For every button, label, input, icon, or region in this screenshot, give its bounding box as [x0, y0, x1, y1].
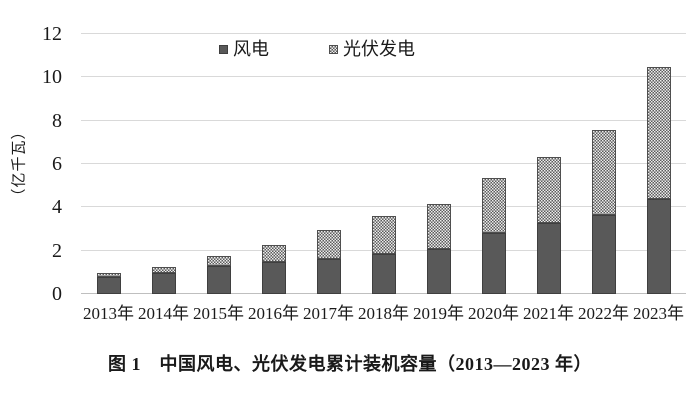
legend-item-wind: 风电 [219, 39, 269, 59]
legend: 风电 光伏发电 [219, 39, 415, 59]
bar-segment-pv [151, 267, 176, 274]
bar-segment-pv [426, 204, 451, 249]
x-tick-label: 2022年 [578, 304, 629, 323]
x-tick-label: 2015年 [193, 304, 244, 323]
x-tick-label: 2013年 [83, 304, 134, 323]
pv-swatch-icon [329, 44, 338, 54]
x-tick-label: 2014年 [138, 304, 189, 323]
y-tick-label: 4 [52, 196, 62, 219]
legend-item-pv: 光伏发电 [329, 39, 415, 59]
y-tick-label: 2 [52, 239, 62, 262]
bar-segment-wind [646, 198, 671, 294]
wind-swatch-icon [219, 44, 228, 54]
bar-segment-wind [206, 265, 231, 294]
plot-area: 风电 光伏发电 [81, 33, 686, 294]
y-tick-label: 10 [42, 66, 62, 89]
x-tick-label: 2019年 [413, 304, 464, 323]
x-tick-label: 2021年 [523, 304, 574, 323]
gridline [81, 163, 686, 164]
bar-segment-pv [261, 245, 286, 262]
gridline [81, 33, 686, 34]
gridline [81, 206, 686, 208]
bar-segment-pv [591, 129, 616, 215]
x-tick-label: 2020年 [468, 304, 519, 323]
bar-segment-pv [371, 216, 396, 255]
pv-legend-label: 光伏发电 [343, 39, 415, 59]
y-tick-label: 0 [52, 283, 62, 305]
x-tick-label: 2016年 [248, 304, 299, 323]
gridline [81, 76, 686, 78]
bar-segment-wind [371, 254, 396, 294]
x-tick-label: 2018年 [358, 304, 409, 323]
bar-segment-pv [481, 178, 506, 233]
bar-segment-pv [206, 256, 231, 266]
bar-segment-pv [96, 273, 121, 278]
bar-segment-pv [536, 156, 561, 223]
y-tick-label: 6 [52, 153, 62, 175]
x-tick-label: 2017年 [303, 304, 354, 323]
bar-segment-wind [316, 258, 341, 294]
gridline [81, 119, 686, 121]
bar-segment-wind [151, 273, 176, 294]
bar-segment-wind [591, 214, 616, 294]
bar-segment-wind [96, 277, 121, 294]
y-tick-label: 12 [42, 23, 62, 45]
bar-segment-wind [536, 222, 561, 294]
y-tick-label: 8 [52, 109, 62, 132]
bar-segment-wind [261, 261, 286, 294]
bar-segment-pv [316, 230, 341, 259]
x-tick-label: 2023年 [633, 304, 684, 323]
bar-segment-wind [426, 248, 451, 294]
wind-legend-label: 风电 [233, 39, 269, 59]
bar-segment-pv [646, 66, 671, 199]
figure-caption: 图 1 中国风电、光伏发电累计装机容量（2013—2023 年） [108, 354, 592, 374]
bar-segment-wind [481, 232, 506, 294]
